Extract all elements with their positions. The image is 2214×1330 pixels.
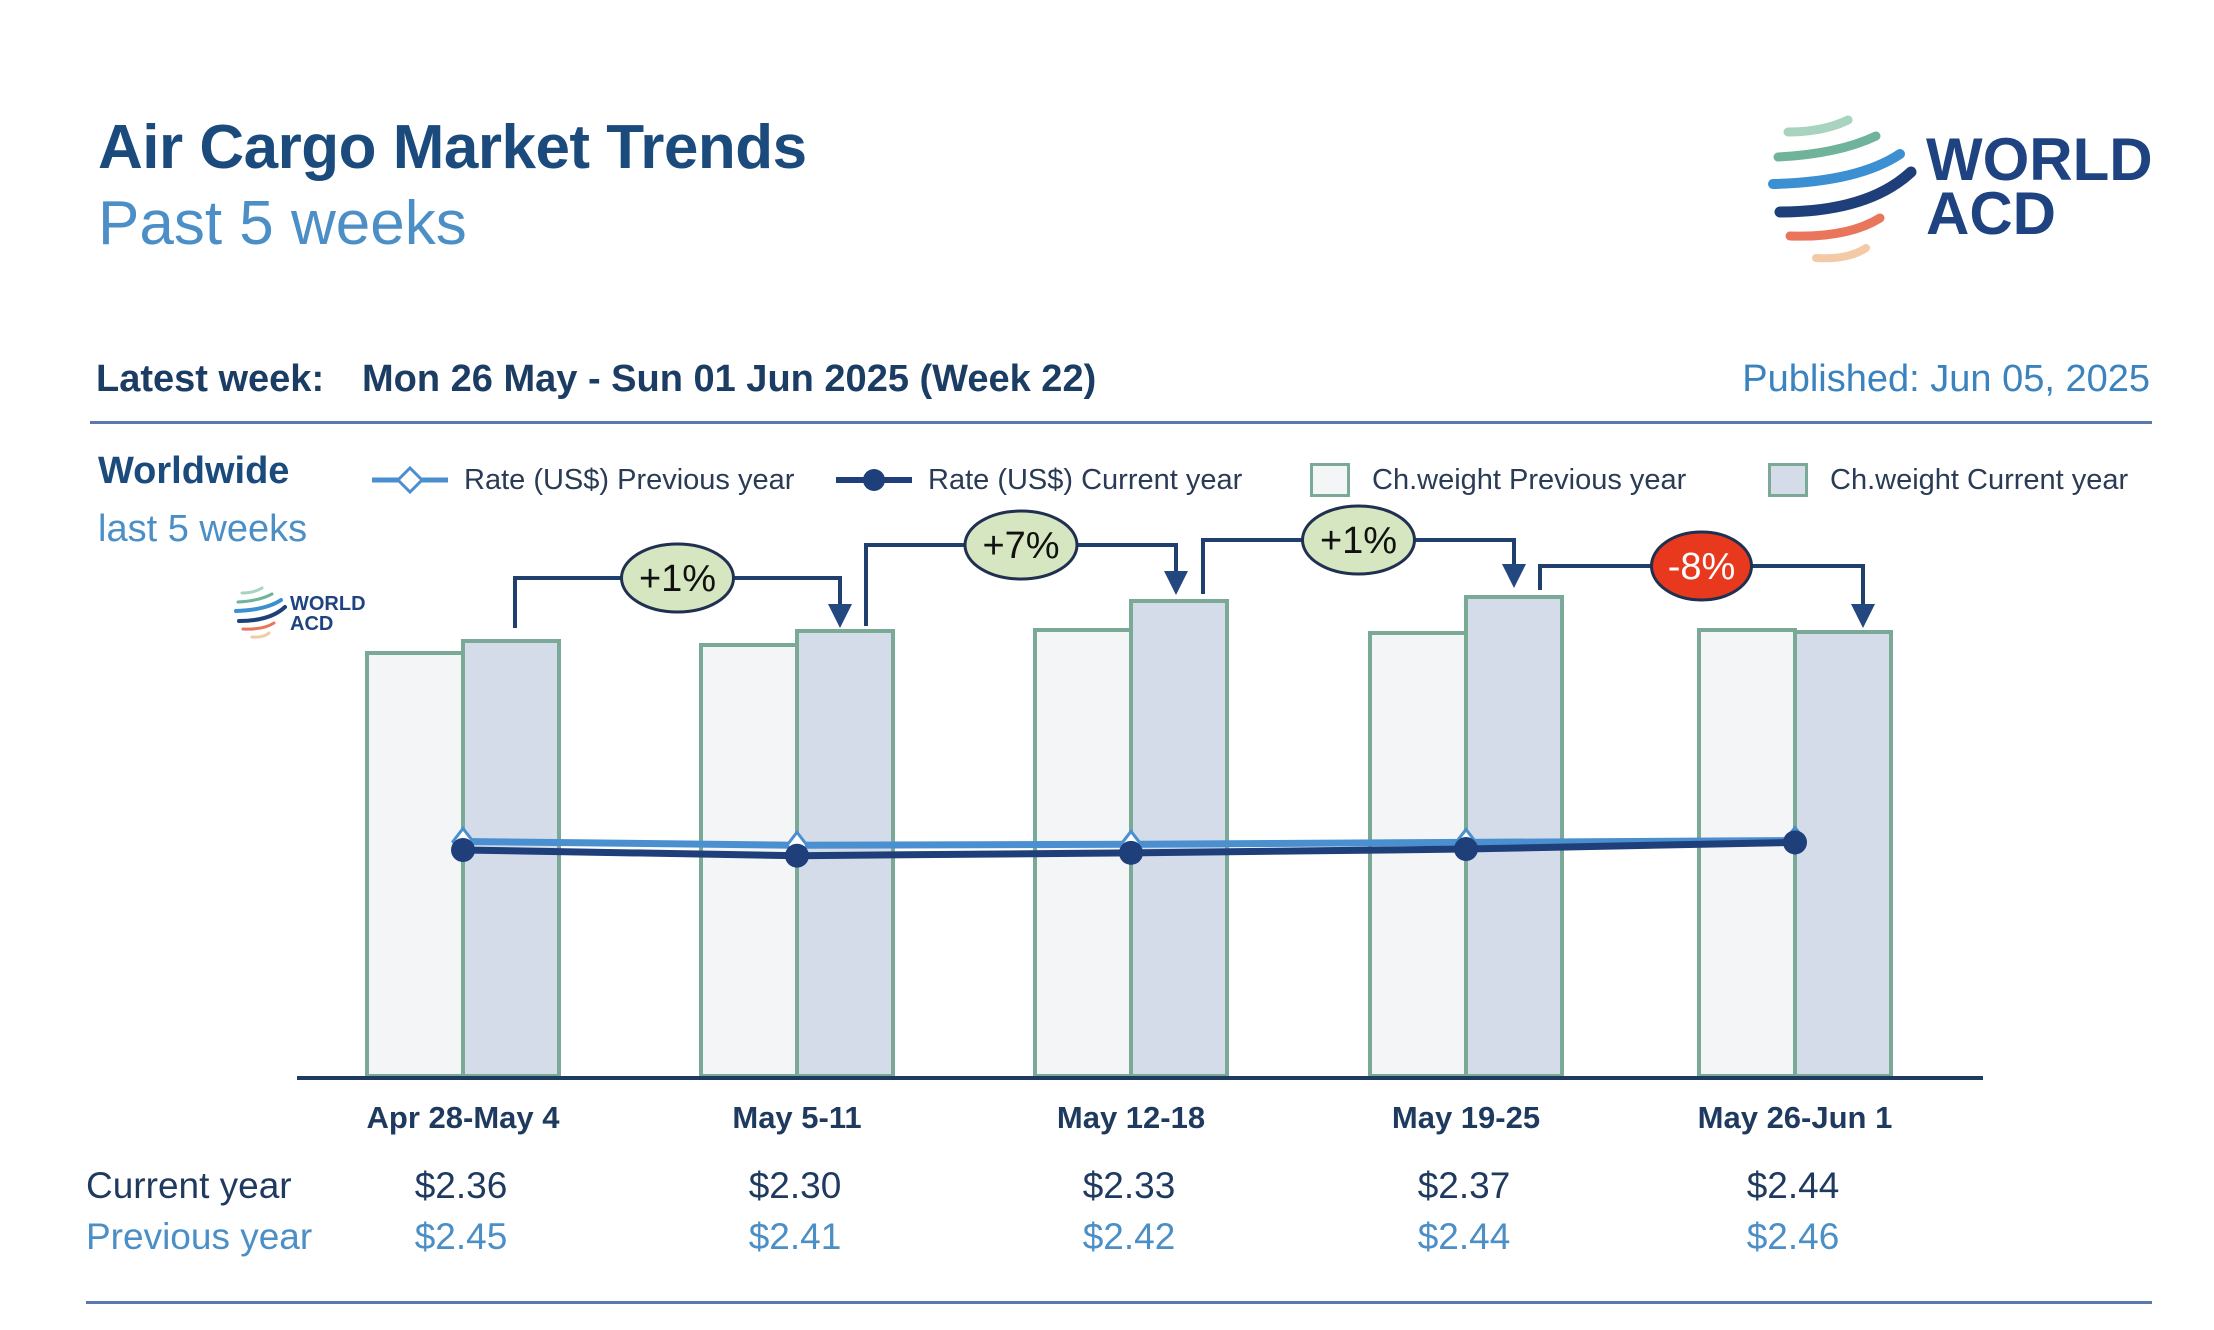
bar-chweight-previous-year [699,643,799,1078]
change-badge-label: +7% [982,525,1059,567]
legend-label: Rate (US$) Current year [928,463,1243,496]
point-rate-current-year [451,838,475,862]
world-acd-logo: WORLD ACD [1768,112,2158,272]
legend-label: Ch.weight Current year [1830,463,2129,496]
rate-current-year-cell: $2.44 [1746,1165,1840,1206]
rate-previous-year-cell: $2.42 [1082,1216,1176,1257]
latest-week-value: Mon 26 May - Sun 01 Jun 2025 (Week 22) [362,358,1097,400]
rate-current-year-cell: $2.30 [748,1165,842,1206]
logo-text-world: WORLD [1926,126,2153,193]
world-acd-globe-icon [1768,115,1917,263]
point-rate-current-year [1119,840,1143,865]
world-acd-globe-icon [234,586,287,639]
logo-stripe [1774,166,1917,218]
bar-chweight-previous-year [365,651,465,1078]
change-badge [620,542,735,614]
rate-previous-year-cell: $2.45 [414,1216,508,1257]
watermark-text-acd: ACD [290,613,334,635]
change-badge [1301,504,1416,576]
x-tick-label: May 12-18 [1056,1100,1206,1135]
point-rate-current-year [785,843,809,868]
bar-chweight-current-year [1793,630,1893,1078]
latest-week-label: Latest week: [96,358,325,400]
legend-item-rate-previous: Rate (US$) Previous year [370,458,794,502]
arrow-down-icon [1502,564,1526,588]
rate-previous-year-cell: $2.44 [1417,1216,1511,1257]
rate-previous-year-cell: $2.46 [1746,1216,1840,1257]
arrow-down-icon [828,604,852,628]
point-rate-current-year [1454,837,1478,862]
change-badge-label: -8% [1668,546,1736,588]
x-tick-label: May 5-11 [732,1100,862,1135]
x-tick-label: May 19-25 [1391,1100,1541,1135]
arrow-down-icon [1164,571,1188,595]
bar-chweight-current-year [1464,595,1564,1078]
point-rate-current-year [1783,830,1807,855]
change-badge-label: +1% [639,558,716,600]
row-label-current-year: Current year [86,1165,292,1206]
bar-chweight-previous-year [1697,628,1797,1078]
logo-stripe [1812,244,1870,263]
x-tick-label: May 26-Jun 1 [1697,1100,1893,1135]
page-title: Air Cargo Market Trends [98,113,807,182]
logo-stripe [1785,213,1885,241]
footer-divider [86,1301,2152,1304]
bar-chweight-current-year [461,639,561,1078]
region-name: Worldwide [98,450,290,492]
logo-text-acd: ACD [1926,180,2056,247]
change-badge [963,509,1079,581]
legend-label: Rate (US$) Previous year [464,463,795,496]
change-badge [1650,530,1753,602]
logo-stripe [1783,115,1853,137]
watermark-text-world: WORLD [290,593,366,615]
line-diamond-icon [372,465,448,495]
bar-swatch-icon [1768,463,1808,497]
row-label-previous-year: Previous year [86,1216,313,1257]
rate-current-year-cell: $2.36 [414,1165,508,1206]
line-dot-icon [836,469,912,491]
rate-previous-year-cell: $2.41 [748,1216,842,1257]
region-scope: last 5 weeks [98,508,308,550]
x-tick-label: Apr 28-May 4 [366,1100,560,1135]
logo-stripe [1768,149,1905,189]
legend-label: Ch.weight Previous year [1372,463,1687,496]
bar-chweight-previous-year [1368,631,1468,1078]
arrow-down-icon [1851,604,1875,628]
published-date: Published: Jun 05, 2025 [1742,358,2150,400]
watermark-logo: WORLD ACD [234,585,384,645]
rate-current-year-cell: $2.33 [1082,1165,1176,1206]
header-divider [90,421,2152,424]
legend-item-weight-previous: Ch.weight Previous year [1310,458,1686,502]
change-badge-label: +1% [1320,520,1397,562]
logo-stripe [1773,131,1881,162]
bar-swatch-icon [1310,463,1350,497]
legend-item-rate-current: Rate (US$) Current year [834,458,1242,502]
legend-item-weight-current: Ch.weight Current year [1768,458,2128,502]
bar-chweight-current-year [1129,599,1229,1078]
page-subtitle: Past 5 weeks [98,189,467,258]
rate-current-year-cell: $2.37 [1417,1165,1511,1206]
